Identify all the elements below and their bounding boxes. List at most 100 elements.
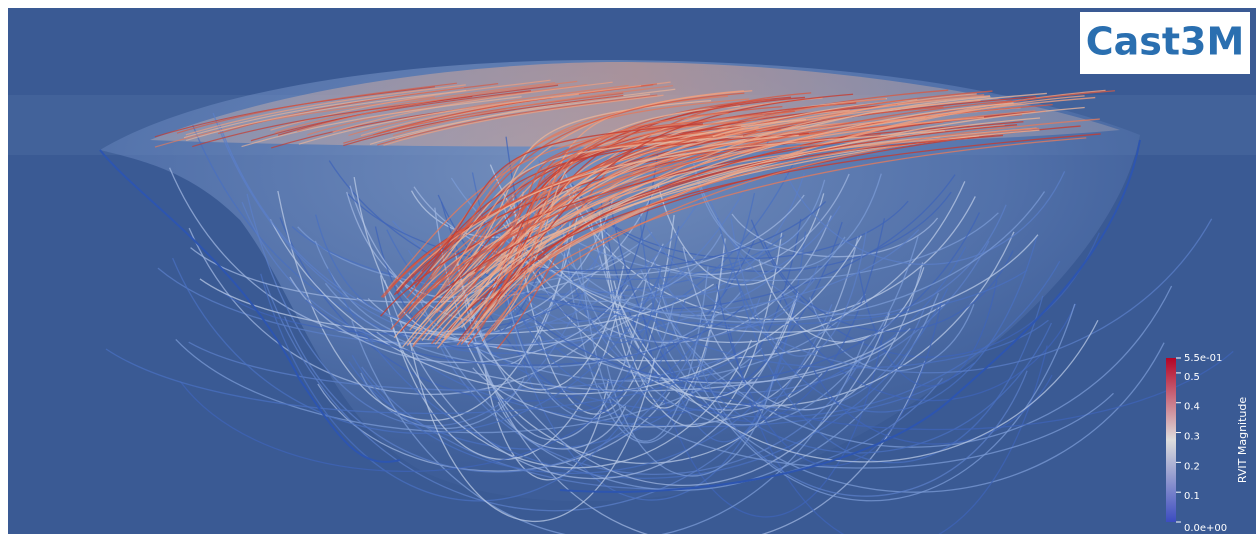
streamline <box>731 213 939 258</box>
streamline <box>407 102 857 291</box>
streamline <box>484 368 610 481</box>
streamline <box>397 116 926 317</box>
streamline <box>727 324 1048 538</box>
streamline <box>192 95 473 148</box>
streamline <box>260 273 688 502</box>
streamline <box>402 134 799 348</box>
streamline <box>472 367 823 428</box>
streamline <box>179 381 625 472</box>
streamline <box>488 112 729 335</box>
streamline <box>412 137 968 345</box>
streamline <box>269 218 862 395</box>
streamline <box>395 88 676 140</box>
streamline <box>497 401 627 450</box>
streamline <box>481 127 1039 342</box>
streamline <box>486 93 854 308</box>
streamline <box>264 282 833 512</box>
streamline <box>736 278 1044 464</box>
streamline <box>283 316 704 473</box>
streamline <box>185 84 466 136</box>
streamline <box>241 96 522 148</box>
streamline <box>105 348 742 415</box>
streamline <box>383 279 796 480</box>
streamline <box>558 216 919 426</box>
streamline <box>377 94 658 146</box>
streamline <box>414 98 750 281</box>
color-bar-tick-label: 0.1 <box>1184 491 1200 502</box>
streamline <box>716 218 1038 413</box>
streamline <box>398 92 745 319</box>
streamline <box>351 320 865 538</box>
streamline <box>620 305 1099 463</box>
streamline <box>608 197 886 422</box>
streamline <box>241 201 621 348</box>
streamline <box>347 193 827 272</box>
logo-box <box>1080 12 1250 74</box>
streamline <box>348 361 715 450</box>
streamline <box>409 340 656 522</box>
streamline <box>496 134 1003 300</box>
streamline <box>185 89 467 142</box>
streamline <box>414 123 704 287</box>
streamline <box>642 315 884 518</box>
color-bar-tick-label: 0.3 <box>1184 432 1200 443</box>
streamline <box>463 336 820 464</box>
streamline <box>305 299 744 366</box>
streamline <box>412 117 1041 335</box>
streamline <box>291 226 799 295</box>
streamline <box>392 85 674 137</box>
streamline <box>327 268 949 479</box>
color-bar-ticks: 5.5e-01 0.5 0.4 0.3 0.2 0.1 0.0e+00 <box>1176 353 1227 534</box>
streamline <box>274 82 556 134</box>
streamline <box>476 137 1087 330</box>
streamline <box>467 244 1061 418</box>
streamline <box>349 185 614 323</box>
streamline <box>485 126 759 320</box>
streamline <box>559 139 1141 493</box>
color-bar-tick-label: 0.2 <box>1184 461 1200 472</box>
streamline <box>172 257 661 434</box>
streamline <box>383 94 664 146</box>
streamline <box>474 103 898 273</box>
streamline <box>443 118 807 338</box>
streamline <box>328 160 956 310</box>
streamline <box>246 193 611 427</box>
streamline <box>360 372 525 430</box>
streamline <box>498 118 1100 305</box>
streamline <box>99 149 401 463</box>
streamline <box>438 136 898 304</box>
color-bar-title: RVIT Magnitude <box>1236 397 1249 484</box>
streamline <box>429 96 805 314</box>
streamline <box>429 130 945 272</box>
streamline <box>154 96 436 148</box>
streamline <box>431 135 744 276</box>
streamline <box>437 341 865 475</box>
streamline <box>217 83 499 135</box>
streamline <box>558 213 680 344</box>
streamline <box>499 269 817 342</box>
streamline <box>332 81 613 133</box>
streamline <box>505 290 675 420</box>
streamline <box>693 163 882 270</box>
streamline <box>465 295 890 486</box>
streamline <box>409 90 744 331</box>
streamline <box>421 102 1014 341</box>
streamline <box>414 113 929 320</box>
streamline <box>763 241 1014 332</box>
streamline <box>694 172 826 251</box>
streamline <box>730 218 867 357</box>
streamline <box>392 220 920 313</box>
color-bar-tick-label: 0.0e+00 <box>1184 523 1227 534</box>
streamline <box>218 124 729 334</box>
streamline <box>297 80 578 132</box>
streamline <box>250 90 532 142</box>
streamline <box>563 183 976 321</box>
streamline <box>606 365 775 477</box>
streamline <box>578 248 709 442</box>
streamline <box>400 124 1018 333</box>
streamline <box>379 275 623 461</box>
color-bar-tick-label: 0.4 <box>1184 402 1200 413</box>
streamline <box>456 120 738 346</box>
